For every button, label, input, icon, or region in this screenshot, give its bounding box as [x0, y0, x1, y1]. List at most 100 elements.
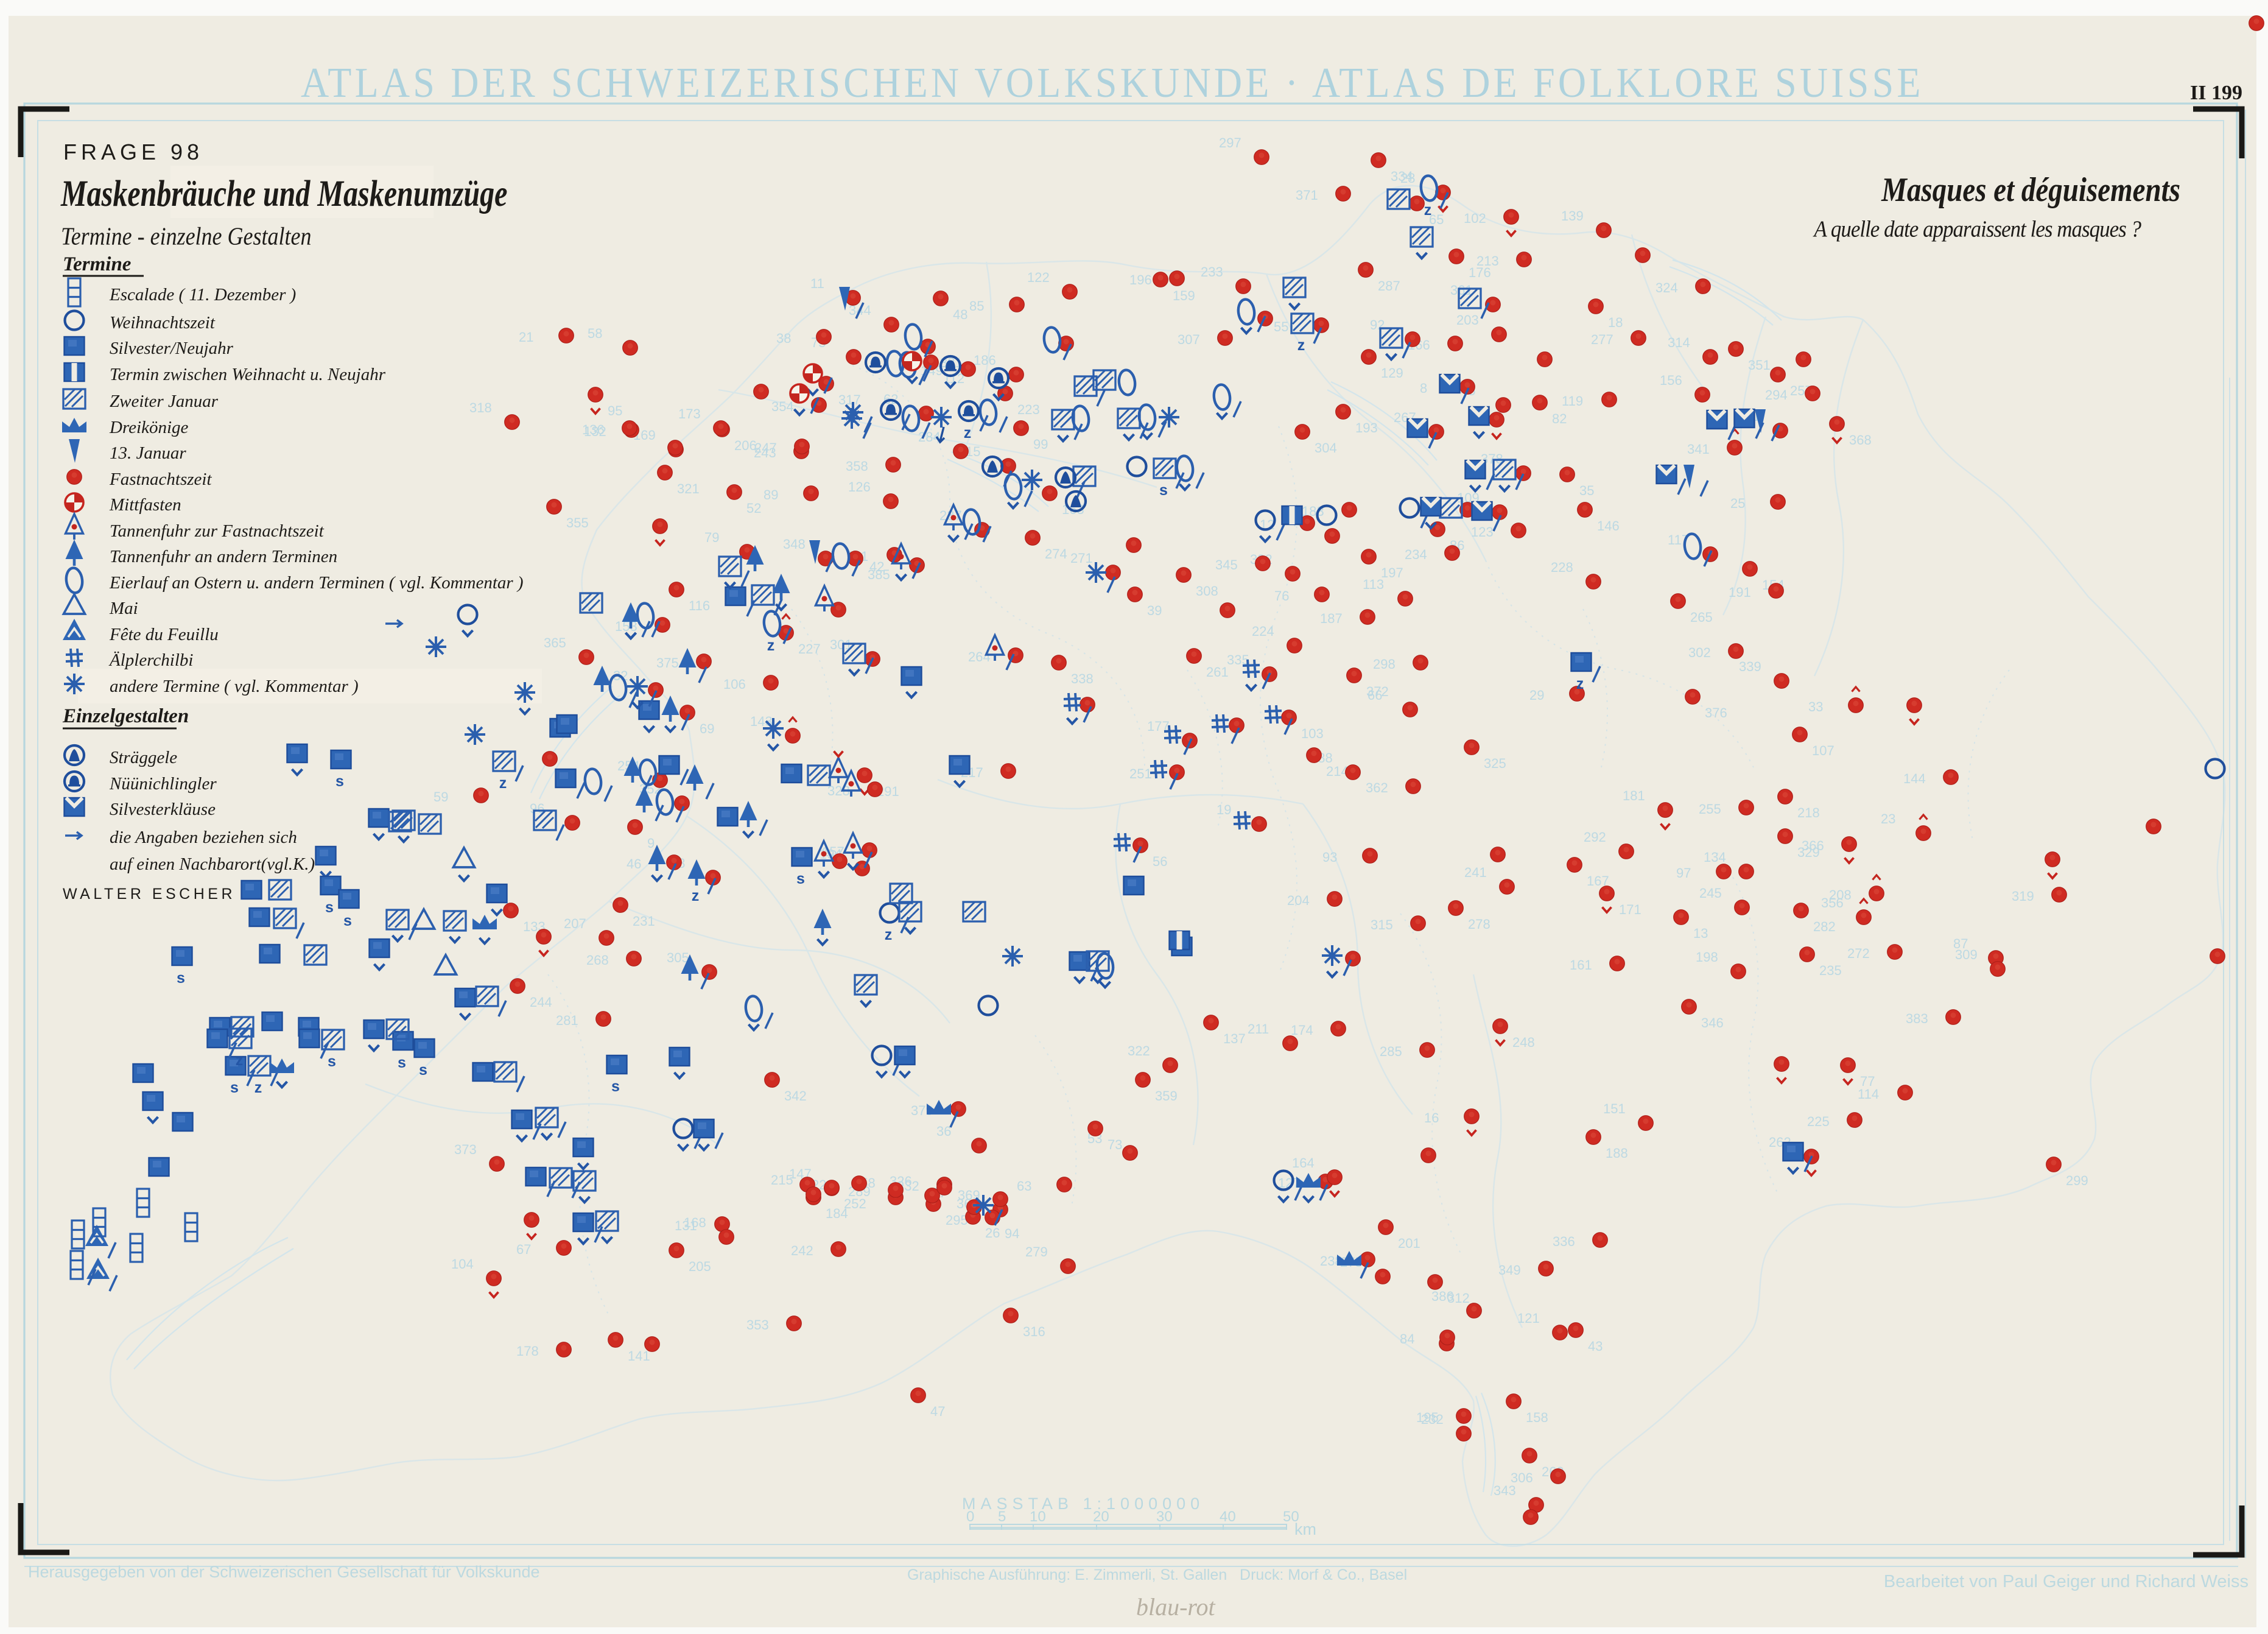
svg-text:356: 356 — [1821, 895, 1844, 910]
svg-text:blau-rot: blau-rot — [1136, 1593, 1216, 1621]
svg-text:66: 66 — [1367, 688, 1382, 703]
svg-text:176: 176 — [1469, 265, 1491, 280]
svg-text:z: z — [236, 1052, 244, 1069]
svg-text:107: 107 — [1812, 743, 1834, 758]
svg-text:197: 197 — [1381, 565, 1403, 580]
svg-text:285: 285 — [1380, 1044, 1402, 1059]
svg-text:s: s — [796, 870, 805, 887]
svg-text:308: 308 — [1196, 583, 1218, 599]
svg-text:299: 299 — [2066, 1173, 2088, 1188]
svg-text:99: 99 — [1033, 437, 1048, 452]
svg-text:Silvester/Neujahr: Silvester/Neujahr — [110, 339, 234, 358]
svg-text:339: 339 — [1739, 659, 1761, 674]
svg-text:151: 151 — [1603, 1101, 1626, 1116]
svg-text:69: 69 — [700, 721, 714, 736]
svg-text:252: 252 — [844, 1196, 866, 1211]
svg-text:325: 325 — [1484, 756, 1506, 771]
svg-text:97: 97 — [1676, 865, 1691, 881]
svg-text:die Angaben beziehen sich: die Angaben beziehen sich — [110, 828, 297, 847]
svg-text:193: 193 — [1355, 420, 1378, 435]
svg-text:s: s — [398, 1054, 406, 1071]
svg-text:362: 362 — [1366, 780, 1388, 795]
svg-text:307: 307 — [1178, 332, 1200, 347]
svg-text:119: 119 — [1562, 393, 1583, 409]
svg-text:114: 114 — [1858, 1086, 1879, 1102]
svg-text:Tannenfuhr zur Fastnachtszeit: Tannenfuhr zur Fastnachtszeit — [110, 521, 325, 541]
svg-text:233: 233 — [1201, 264, 1223, 280]
svg-text:Fastnachtszeit: Fastnachtszeit — [109, 470, 212, 489]
svg-text:40: 40 — [1220, 1509, 1236, 1525]
svg-text:281: 281 — [556, 1013, 578, 1028]
svg-text:20: 20 — [1093, 1509, 1109, 1525]
svg-text:s: s — [611, 1078, 620, 1095]
svg-text:279: 279 — [1025, 1244, 1048, 1259]
svg-text:39: 39 — [1147, 603, 1162, 618]
svg-text:304: 304 — [1315, 440, 1337, 456]
svg-text:184: 184 — [826, 1206, 848, 1221]
svg-text:201: 201 — [1398, 1236, 1420, 1251]
svg-text:248: 248 — [1512, 1035, 1535, 1050]
svg-text:93: 93 — [1322, 850, 1337, 865]
svg-text:Sträggele: Sträggele — [110, 748, 177, 767]
svg-text:353: 353 — [746, 1317, 769, 1333]
svg-text:338: 338 — [1071, 671, 1094, 686]
svg-text:29: 29 — [1529, 688, 1544, 703]
svg-text:187: 187 — [1320, 611, 1343, 626]
svg-text:52: 52 — [746, 501, 761, 516]
svg-text:231: 231 — [633, 914, 655, 929]
svg-text:36: 36 — [936, 1124, 951, 1139]
svg-text:156: 156 — [1660, 373, 1682, 388]
svg-text:371: 371 — [1296, 188, 1318, 203]
svg-text:z: z — [1576, 675, 1584, 692]
svg-text:386: 386 — [1431, 1289, 1454, 1304]
svg-text:208: 208 — [1829, 887, 1852, 903]
svg-text:Termine - einzelne Gestalten: Termine - einzelne Gestalten — [61, 222, 311, 250]
svg-text:228: 228 — [1551, 560, 1573, 575]
svg-text:181: 181 — [1623, 788, 1645, 803]
svg-text:18: 18 — [1608, 315, 1623, 330]
svg-text:km: km — [1294, 1520, 1316, 1538]
svg-text:Nüünichlingler: Nüünichlingler — [109, 774, 217, 794]
svg-text:s: s — [419, 1062, 427, 1079]
svg-text:42: 42 — [869, 559, 884, 574]
svg-text:173: 173 — [678, 406, 701, 421]
svg-text:294: 294 — [1765, 387, 1788, 403]
svg-text:16: 16 — [1424, 1110, 1439, 1125]
svg-text:322: 322 — [1128, 1043, 1150, 1058]
svg-text:auf einen Nachbarort(vgl.K.): auf einen Nachbarort(vgl.K.) — [110, 854, 315, 874]
svg-text:85: 85 — [969, 298, 984, 314]
svg-text:92: 92 — [1370, 317, 1385, 333]
svg-text:334: 334 — [1391, 169, 1413, 184]
svg-text:Mittfasten: Mittfasten — [109, 495, 181, 515]
svg-text:55: 55 — [1274, 319, 1288, 334]
svg-text:z: z — [885, 926, 893, 943]
svg-text:306: 306 — [1511, 1470, 1533, 1485]
svg-text:95: 95 — [608, 403, 622, 418]
svg-text:244: 244 — [530, 995, 552, 1010]
svg-text:206: 206 — [734, 438, 757, 453]
svg-text:43: 43 — [1588, 1339, 1603, 1354]
svg-text:227: 227 — [798, 641, 821, 657]
svg-text:168: 168 — [684, 1215, 706, 1230]
svg-text:Tannenfuhr an andern Terminen: Tannenfuhr an andern Terminen — [110, 547, 337, 566]
svg-text:30: 30 — [1156, 1509, 1173, 1525]
svg-text:207: 207 — [564, 916, 586, 931]
svg-text:309: 309 — [1955, 947, 1978, 962]
svg-text:139: 139 — [1561, 208, 1584, 224]
svg-text:s: s — [230, 1079, 239, 1096]
svg-text:211: 211 — [1248, 1021, 1269, 1037]
svg-text:Bearbeitet von Paul Geiger und: Bearbeitet von Paul Geiger und Richard W… — [1884, 1572, 2249, 1591]
svg-text:316: 316 — [1023, 1324, 1045, 1339]
svg-text:Silvesterkläuse: Silvesterkläuse — [110, 800, 216, 819]
svg-text:Mai: Mai — [109, 599, 138, 618]
svg-text:Dreikönige: Dreikönige — [109, 418, 189, 437]
svg-text:s: s — [335, 773, 344, 790]
svg-text:324: 324 — [1655, 280, 1678, 295]
svg-text:174: 174 — [1291, 1023, 1313, 1038]
svg-text:158: 158 — [1526, 1410, 1548, 1425]
svg-text:287: 287 — [1378, 278, 1400, 294]
svg-text:315: 315 — [1371, 917, 1393, 932]
svg-text:s: s — [1159, 482, 1168, 499]
svg-text:25: 25 — [1730, 496, 1745, 511]
svg-text:38: 38 — [776, 331, 791, 346]
